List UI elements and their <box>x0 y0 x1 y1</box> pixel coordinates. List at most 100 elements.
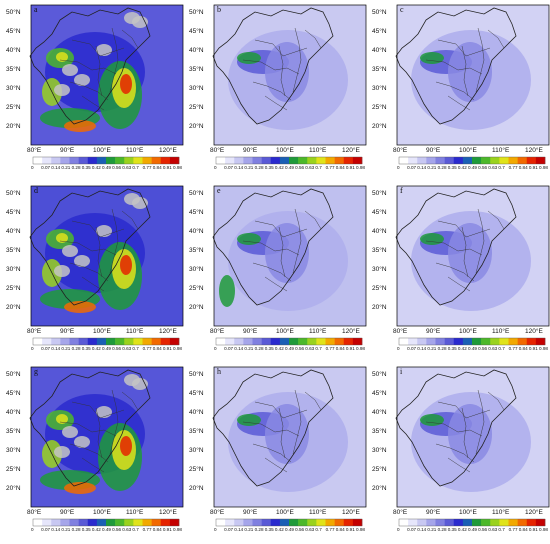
colorbar-tick-label: 0.98 <box>356 346 365 351</box>
lat-tick-label: 50°N <box>372 9 387 16</box>
colorbar-swatch <box>399 157 409 164</box>
colorbar-tick-label: 0.7 <box>315 346 322 351</box>
colorbar-tick-label: 0 <box>31 346 34 351</box>
panel-a-field-blob <box>74 74 90 86</box>
colorbar-swatch <box>133 519 143 526</box>
colorbar-tick-label: 0.56 <box>478 527 488 532</box>
province-boundary <box>252 443 292 463</box>
colorbar-tick-label: 0.91 <box>162 527 172 532</box>
province-boundary <box>69 262 109 282</box>
lon-tick-label: 80°E <box>393 328 408 335</box>
province-boundary <box>264 457 288 473</box>
colorbar-tick-label: 0.21 <box>61 346 71 351</box>
lat-tick-label: 20°N <box>6 123 21 130</box>
panel-d-field-blob <box>124 193 140 205</box>
map-panel-e: e 50°N 45°N 40°N 35°N 30°N 25°N 20°N 80°E 90°E 100… <box>183 181 367 362</box>
colorbar-tick-label: 0.63 <box>122 527 132 532</box>
province-boundary <box>425 240 483 256</box>
colorbar-swatch <box>417 157 427 164</box>
lat-tick-label: 35°N <box>189 428 204 435</box>
colorbar-tick-label: 0.07 <box>41 527 51 532</box>
colorbar-swatch <box>96 519 107 526</box>
lon-tick-label: 90°E <box>243 509 258 516</box>
colorbar-swatch <box>298 157 308 164</box>
colorbar-swatch <box>435 519 445 526</box>
colorbar-swatch <box>243 338 253 345</box>
colorbar-tick-label: 0.56 <box>112 346 122 351</box>
colorbar-swatch <box>343 519 354 526</box>
colorbar-swatch <box>51 519 61 526</box>
colorbar-tick-label: 0.91 <box>345 346 355 351</box>
map-canvas <box>395 4 550 165</box>
colorbar-tick-label: 0.42 <box>457 346 467 351</box>
colorbar-tick-label: 0.98 <box>356 165 365 170</box>
lon-tick-label: 100°E <box>459 328 477 335</box>
country-boundary <box>395 7 517 125</box>
colorbar-swatch <box>352 519 363 526</box>
lon-tick-label: 100°E <box>93 147 111 154</box>
colorbar-swatch <box>472 157 482 164</box>
colorbar-tick-label: 0.07 <box>407 346 417 351</box>
lon-tick-label: 80°E <box>27 328 42 335</box>
colorbar-swatch <box>472 519 482 526</box>
colorbar-swatch <box>298 519 308 526</box>
colorbar-tick-label: 0.56 <box>112 527 122 532</box>
colorbar-tick-label: 0.21 <box>427 527 437 532</box>
colorbar-tick-label: 0.35 <box>81 527 91 532</box>
colorbar-tick-label: 0.07 <box>407 527 417 532</box>
lat-tick-label: 40°N <box>6 228 21 235</box>
colorbar-tick-label: 0.28 <box>437 346 447 351</box>
colorbar-swatch <box>472 338 482 345</box>
lat-tick-label: 20°N <box>372 304 387 311</box>
colorbar-tick-label: 0.35 <box>81 165 91 170</box>
lat-tick-label: 40°N <box>372 409 387 416</box>
province-boundary <box>435 262 475 282</box>
colorbar-tick-label: 0.49 <box>285 346 294 351</box>
colorbar-swatch <box>298 338 308 345</box>
colorbar-tick-label: 0.28 <box>437 527 447 532</box>
colorbar-swatch <box>243 519 253 526</box>
province-boundary <box>278 226 286 278</box>
colorbar-swatch <box>462 338 473 345</box>
colorbar-tick-label: 0.91 <box>528 165 538 170</box>
lat-tick-label: 45°N <box>189 28 204 35</box>
colorbar-swatch <box>225 519 235 526</box>
colorbar-tick-label: 0.91 <box>162 346 172 351</box>
colorbar-tick-label: 0.77 <box>142 165 152 170</box>
colorbar-tick-label: 0.42 <box>457 527 467 532</box>
colorbar-swatch <box>417 519 427 526</box>
colorbar-tick-label: 0.84 <box>152 165 162 170</box>
lat-tick-label: 50°N <box>6 9 21 16</box>
province-boundary <box>81 95 105 111</box>
colorbar-tick-label: 0.42 <box>91 346 101 351</box>
province-boundary <box>254 401 308 419</box>
lat-tick-label: 50°N <box>189 9 204 16</box>
colorbar-swatch <box>160 157 171 164</box>
lat-tick-label: 25°N <box>6 285 21 292</box>
colorbar-swatch <box>535 519 546 526</box>
province-boundary <box>81 276 105 292</box>
panel-b-field-blob <box>265 42 309 102</box>
colorbar-tick-label: 0.77 <box>325 527 335 532</box>
province-boundary <box>487 391 505 411</box>
lat-tick-label: 45°N <box>372 28 387 35</box>
province-boundary <box>304 29 322 49</box>
colorbar-swatch <box>316 338 326 345</box>
panel-a-field-blob <box>62 64 78 76</box>
lat-tick-label: 25°N <box>6 466 21 473</box>
colorbar-swatch <box>508 519 518 526</box>
colorbar-tick-label: 0.98 <box>173 527 182 532</box>
colorbar-swatch <box>352 157 363 164</box>
lon-tick-label: 100°E <box>93 328 111 335</box>
colorbar-tick-label: 0.14 <box>417 165 427 170</box>
colorbar-swatch <box>142 519 152 526</box>
lon-tick-label: 110°E <box>492 509 510 516</box>
lon-tick-label: 100°E <box>459 147 477 154</box>
colorbar-tick-label: 0.49 <box>285 165 294 170</box>
colorbar-swatch <box>325 338 335 345</box>
colorbar-swatch <box>289 157 299 164</box>
lat-tick-label: 25°N <box>189 285 204 292</box>
colorbar-tick-label: 0.84 <box>152 527 162 532</box>
panel-g-field-blob <box>74 436 90 448</box>
colorbar-tick-label: 0.98 <box>539 165 548 170</box>
